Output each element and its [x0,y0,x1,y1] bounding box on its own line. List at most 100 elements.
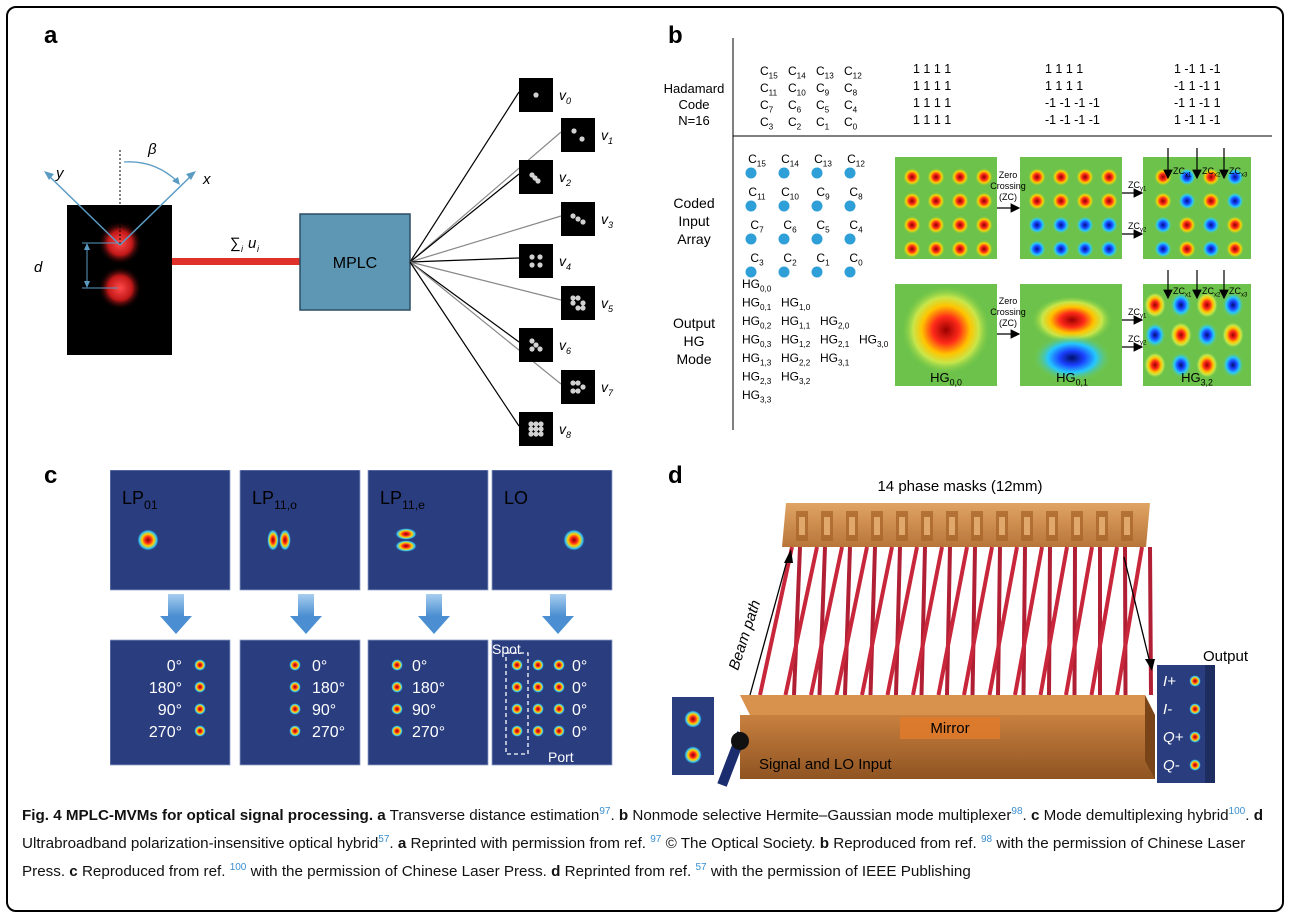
beam [970,546,977,696]
output-mode-1: v1 [561,118,613,152]
field-spot [903,168,921,186]
fan-line [409,215,562,263]
beam [758,546,794,696]
coded-label: C12 [847,152,865,168]
down-arrow-icon [550,594,566,616]
matrix-3-row: -1 1 -1 1 [1174,96,1221,110]
zero-crossing-label: Zero [999,170,1018,180]
phase-mask-window [899,517,905,535]
coded-label: C13 [814,152,832,168]
beam [860,546,894,696]
zc-label: ZCx2 [1202,286,1221,299]
zc-label: ZCy1 [1128,180,1147,193]
field-spot [1052,216,1070,234]
beam [945,546,952,696]
field-spot [1100,168,1118,186]
zc-label: ZCx1 [1173,166,1192,179]
fan-line [409,91,520,263]
code-cell: C6 [788,98,802,114]
coded-label: C8 [849,185,863,201]
hg00-spot [902,286,990,374]
panel-b-letter: b [668,22,683,49]
field-spot [1154,192,1172,210]
field-spot [1076,192,1094,210]
hg-mode-name: HG3,2 [1181,370,1213,388]
beam [1047,546,1052,696]
phase-label: 90° [312,702,336,719]
hg32-lobe [1196,322,1218,348]
hg-list-item: HG3,2 [781,370,811,386]
field-spot [975,192,993,210]
coded-dot [844,167,856,179]
mode-bottom-panel [110,639,231,766]
phase-mask-window [1124,517,1130,535]
output-port-label: I- [1163,701,1172,718]
output-port-label: I+ [1163,673,1176,690]
coded-label: C6 [783,218,797,234]
coded-label: C3 [750,251,764,267]
mode-top-label: LP11,e [380,488,425,512]
field-spot [927,192,945,210]
matrix-2-row: -1 -1 -1 -1 [1045,96,1100,110]
phase-label: 270° [412,724,445,741]
phase-mask-window [1099,517,1105,535]
beam-path-label: Beam path [726,598,765,672]
phase-mask-window [999,517,1005,535]
mode-top-panel [110,470,231,591]
mode-top-panel [239,470,361,591]
zc-label: ZCx3 [1229,286,1248,299]
beam [996,546,1002,696]
output-port-spot [1189,703,1201,715]
fan-line [409,257,520,263]
beam [936,546,969,696]
field-spot [1052,240,1070,258]
beam [843,546,852,696]
beam [885,546,919,696]
phase-label: 90° [412,702,436,719]
mode-column-1: LP11,o [239,470,361,766]
hg-list-item: HG1,0 [781,296,811,312]
matrix-1-row: 1 1 1 1 [913,96,951,110]
fan-line [409,261,520,343]
panel-c-letter: c [44,462,58,489]
beam [919,546,927,696]
phase-mask-window [949,517,955,535]
coded-label: C7 [750,218,764,234]
figure-caption: Fig. 4 MPLC-MVMs for optical signal proc… [22,806,1263,881]
code-cell: C9 [816,81,830,97]
field-spot [1178,240,1196,258]
phase-mask-window [849,517,855,535]
beam [817,546,827,696]
field-spot [1226,216,1244,234]
figure-frame [6,6,1284,912]
code-cell: C12 [844,64,862,80]
mirror-label: Mirror [930,720,969,737]
zc-label: ZCy2 [1128,221,1147,234]
output-mode-4: v4 [519,244,571,278]
mode-bottom-panel [239,639,361,766]
mplc-label: MPLC [333,255,377,272]
field-spot [1076,216,1094,234]
coded-dot [745,167,757,179]
svg-text:u: u [248,235,257,252]
code-cell: C11 [760,81,778,97]
coded-label: C4 [849,218,863,234]
field-spot [1028,168,1046,186]
field-spot [927,216,945,234]
hg-list-item: HG1,2 [781,333,811,349]
spot-label: Spot [492,641,521,657]
beam [1021,546,1027,696]
hg-mode-name: HG0,1 [1056,370,1088,388]
field-spot [1028,216,1046,234]
fan-line [409,261,520,427]
coded-label: C2 [783,251,797,267]
down-arrow-icon [426,594,442,616]
phase-mask-window [799,517,805,535]
field-spot [975,168,993,186]
row-label-coded: Coded [673,195,714,211]
down-arrow-icon [160,616,192,634]
beam [1064,546,1094,696]
code-cell: C13 [816,64,834,80]
matrix-1-row: 1 1 1 1 [913,62,951,76]
output-label: Output [1203,648,1249,665]
